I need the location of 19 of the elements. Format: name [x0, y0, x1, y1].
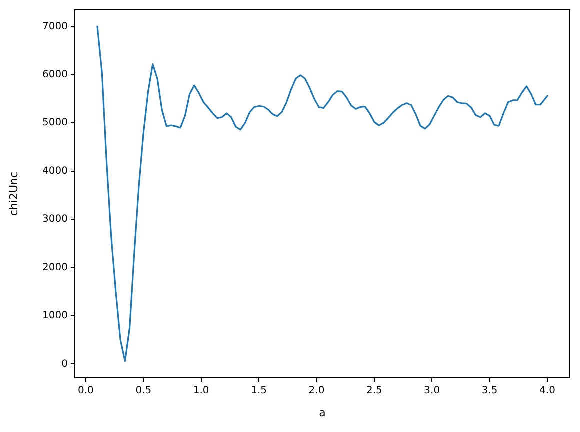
y-tick-label: 6000 [42, 70, 68, 81]
y-tick-label: 3000 [42, 214, 68, 226]
x-tick-label: 1.0 [193, 386, 210, 397]
x-tick-label: 1.5 [251, 386, 267, 397]
x-tick-label: 4.0 [540, 386, 556, 397]
x-tick-label: 3.5 [482, 386, 498, 397]
x-tick-label: 2.5 [366, 386, 382, 397]
y-axis-title: chi2Unc [7, 172, 20, 216]
y-tick-label: 0 [62, 358, 68, 370]
x-tick-label: 2.0 [308, 386, 325, 397]
y-tick-label: 1000 [42, 310, 68, 322]
y-tick-label: 2000 [42, 262, 68, 274]
x-axis-title: a [319, 406, 326, 420]
y-tick-label: 7000 [42, 21, 68, 32]
x-tick-label: 3.0 [424, 386, 440, 397]
y-tick-label: 4000 [42, 166, 68, 177]
x-tick-label: 0.5 [136, 386, 152, 397]
y-tick-label: 5000 [42, 118, 68, 129]
x-tick-label: 0.0 [78, 386, 94, 397]
